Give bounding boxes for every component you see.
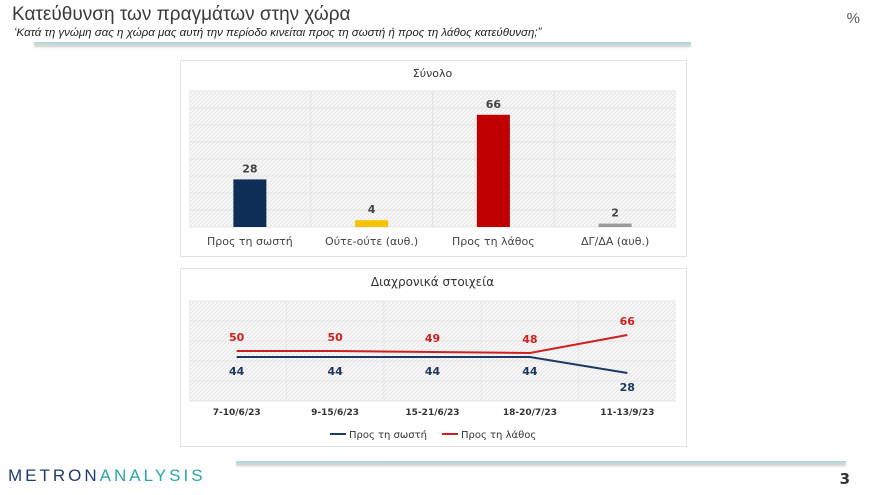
category-label: 7-10/6/23 <box>213 408 261 418</box>
category-label: 11-13/9/23 <box>600 408 654 418</box>
category-label: 18-20/7/23 <box>503 408 557 418</box>
category-label: Προς τη λάθος <box>452 235 535 248</box>
data-label: 50 <box>229 331 245 344</box>
footer-divider <box>236 461 846 464</box>
bar-1 <box>355 220 389 227</box>
unit-label: % <box>846 10 860 27</box>
category-label: 15-21/6/23 <box>405 408 459 418</box>
data-label: 48 <box>522 333 537 346</box>
chart-title: Διαχρονικά στοιχεία <box>371 275 494 289</box>
legend-label: Προς τη λάθος <box>461 429 536 441</box>
bar-3 <box>598 223 632 227</box>
legend-label: Προς τη σωστή <box>349 429 427 441</box>
series-line-1 <box>236 334 628 355</box>
logo-part2: ANALYSIS <box>99 466 206 485</box>
divider <box>34 42 691 45</box>
data-label: 66 <box>620 315 636 328</box>
category-label: ΔΓ/ΔΑ (αυθ.) <box>581 235 649 248</box>
data-label: 28 <box>620 381 635 394</box>
data-label: 49 <box>425 332 440 345</box>
data-label: 44 <box>327 365 343 378</box>
data-label: 2 <box>611 207 619 220</box>
data-label: 28 <box>242 162 257 175</box>
category-label: 9-15/6/23 <box>311 408 359 418</box>
data-label: 44 <box>425 365 441 378</box>
category-label: Ούτε-ούτε (αυθ.) <box>325 235 418 248</box>
data-label: 44 <box>522 365 538 378</box>
bar-2 <box>476 114 510 227</box>
logo-part1: METRON <box>8 466 100 485</box>
bar-0 <box>233 179 267 227</box>
page-number: 3 <box>839 470 850 488</box>
data-label: 50 <box>327 331 343 344</box>
data-label: 4 <box>368 203 376 216</box>
series-line-0 <box>236 356 628 374</box>
chart-title: Σύνολο <box>413 67 453 80</box>
page-title: Κατεύθυνση των πραγμάτων στην χώρα <box>12 4 351 25</box>
metron-analysis-logo: METRONANALYSIS <box>8 466 206 486</box>
page-subtitle: ‘Κατά τη γνώμη σας η χώρα μας αυτή την π… <box>14 27 542 39</box>
category-label: Προς τη σωστή <box>207 235 293 248</box>
data-label: 66 <box>486 98 502 111</box>
data-label: 44 <box>229 365 245 378</box>
